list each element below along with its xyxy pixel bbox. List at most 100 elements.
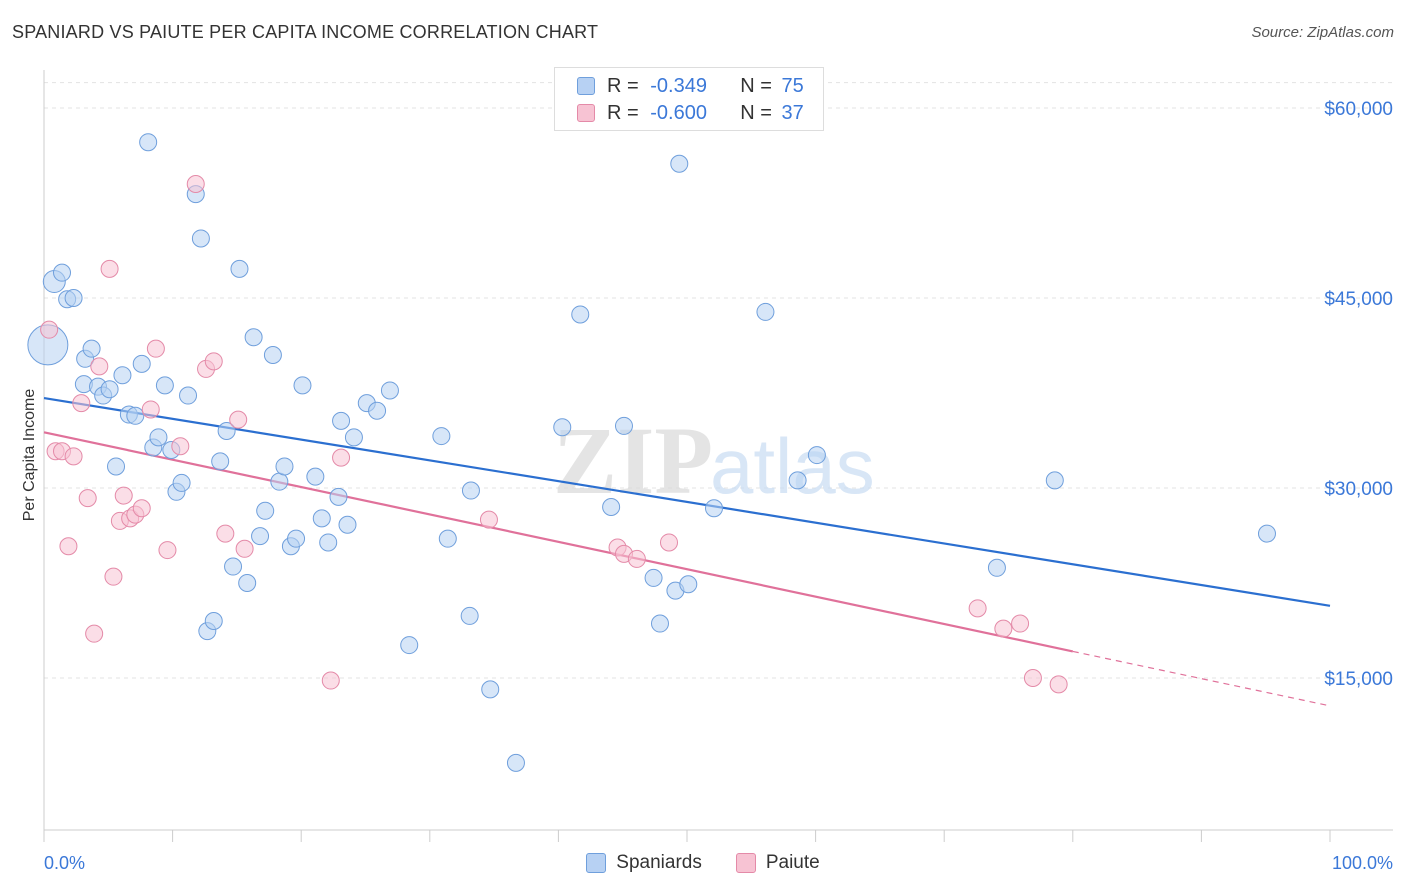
paiute-point xyxy=(146,339,165,358)
r-value: -0.349 xyxy=(650,74,707,97)
spaniards-point xyxy=(1257,524,1276,543)
spaniards-point xyxy=(461,481,480,500)
series-legend: Spaniards Paiute xyxy=(0,852,1406,874)
y-axis-label: Per Capita Income xyxy=(21,389,38,522)
spaniards-point xyxy=(224,557,243,576)
paiute-point xyxy=(114,486,133,505)
spaniards-point xyxy=(438,529,457,548)
spaniards-point xyxy=(553,418,572,437)
spaniards-point xyxy=(670,154,689,173)
spaniards-point xyxy=(251,527,270,546)
spaniards-point xyxy=(191,229,210,248)
n-label: N = xyxy=(740,101,778,124)
spaniards-point xyxy=(705,499,724,518)
spaniards-point xyxy=(155,376,174,395)
paiute-point xyxy=(204,352,223,371)
legend-row-paiute: R = -0.600 N = 37 xyxy=(577,100,804,126)
paiute-point xyxy=(968,599,987,618)
spaniards-point xyxy=(256,501,275,520)
paiute-point xyxy=(1049,675,1068,694)
spaniards-swatch xyxy=(586,853,607,873)
spaniards-point xyxy=(179,386,198,405)
spaniards-point xyxy=(263,346,282,364)
paiute-point xyxy=(659,533,678,552)
spaniards-point xyxy=(211,452,230,471)
paiute-point xyxy=(40,320,59,339)
spaniards-point xyxy=(679,575,698,594)
spaniards-point xyxy=(460,606,479,625)
correlation-legend: R = -0.349 N = 75 R = -0.600 N = 37 xyxy=(554,67,824,131)
spaniards-point xyxy=(306,467,325,486)
paiute-point xyxy=(64,447,83,466)
legend-label: Paiute xyxy=(765,852,820,873)
spaniards-point xyxy=(126,406,145,425)
spaniards-point xyxy=(82,339,101,358)
paiute-point xyxy=(100,259,119,278)
data-points xyxy=(27,133,1276,772)
x-tick-label: 100.0% xyxy=(1332,853,1393,873)
spaniards-point xyxy=(807,446,826,465)
n-value: 75 xyxy=(781,74,804,97)
paiute-point xyxy=(158,541,177,560)
r-label: R = xyxy=(607,74,645,97)
paiute-point xyxy=(59,537,78,556)
spaniards-point xyxy=(571,305,590,324)
spaniards-point xyxy=(107,457,126,476)
paiute-point xyxy=(90,357,109,376)
spaniards-point xyxy=(319,533,338,552)
paiute-point xyxy=(332,448,351,467)
spaniards-point xyxy=(987,558,1006,577)
spaniards-point xyxy=(293,376,312,395)
spaniards-point xyxy=(230,259,249,278)
spaniards-point xyxy=(338,515,357,534)
spaniards-point xyxy=(113,366,132,385)
spaniards-point xyxy=(329,487,348,506)
y-tick-label: $30,000 xyxy=(1324,479,1393,500)
paiute-point xyxy=(229,410,248,429)
y-tick-label: $15,000 xyxy=(1324,669,1393,690)
paiute-swatch xyxy=(735,853,756,873)
paiute-point xyxy=(627,549,646,568)
spaniards-point xyxy=(132,354,151,373)
paiute-point xyxy=(132,499,151,518)
paiute-swatch xyxy=(577,104,595,122)
legend-row-spaniards: R = -0.349 N = 75 xyxy=(577,73,804,99)
spaniards-point xyxy=(602,498,621,516)
spaniards-point xyxy=(400,636,419,655)
paiute-point xyxy=(72,394,91,413)
n-label: N = xyxy=(740,74,778,97)
paiute-point xyxy=(1023,669,1042,687)
paiute-point xyxy=(994,619,1013,638)
paiute-point xyxy=(141,400,160,419)
paiute-point xyxy=(321,671,340,690)
spaniards-point xyxy=(756,302,775,321)
legend-label: Spaniards xyxy=(616,852,702,873)
spaniards-point xyxy=(481,680,500,699)
spaniards-point xyxy=(217,422,236,440)
y-tick-label: $60,000 xyxy=(1324,99,1393,120)
spaniards-point xyxy=(644,568,663,587)
spaniards-point xyxy=(432,427,451,446)
spaniards-point xyxy=(344,428,363,447)
spaniards-point xyxy=(614,416,633,435)
paiute-point xyxy=(171,437,190,456)
legend-item-spaniards[interactable]: Spaniards xyxy=(586,852,702,874)
paiute-point xyxy=(1011,614,1030,633)
watermark-zip: ZIP xyxy=(553,407,713,514)
spaniards-point xyxy=(380,381,399,400)
spaniards-point xyxy=(368,401,387,420)
spaniards-point xyxy=(238,574,257,592)
axes xyxy=(43,70,1393,842)
spaniards-point xyxy=(172,473,191,492)
spaniards-trend-line xyxy=(43,396,1331,607)
spaniards-point xyxy=(64,289,83,307)
spaniards-point xyxy=(244,328,263,347)
spaniards-point xyxy=(506,753,525,772)
spaniards-point xyxy=(788,471,807,490)
legend-item-paiute[interactable]: Paiute xyxy=(735,852,820,874)
watermark: ZIP atlas xyxy=(553,407,875,514)
tick-labels: $15,000 $30,000 $45,000 $60,000 0.0% 100.0% xyxy=(44,99,1393,873)
paiute-point xyxy=(186,175,205,193)
y-tick-label: $45,000 xyxy=(1324,289,1393,310)
paiute-trend-extension xyxy=(1072,650,1331,707)
